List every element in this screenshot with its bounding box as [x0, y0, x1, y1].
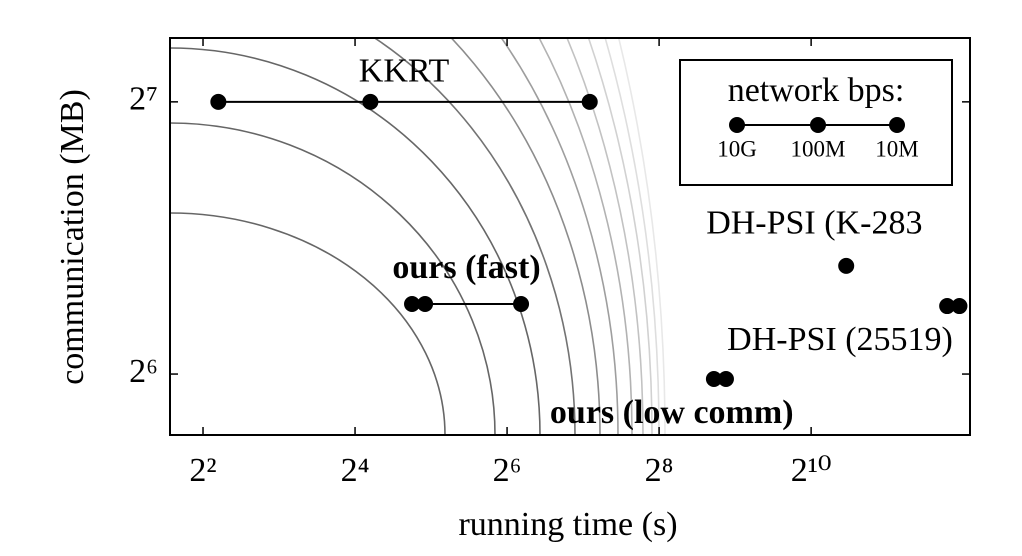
data-point — [513, 295, 530, 312]
x-tick-label: 2¹⁰ — [791, 452, 832, 489]
isoline — [566, 38, 644, 435]
series-label: DH-PSI (25519) — [727, 321, 953, 358]
series-label: ours (fast) — [392, 249, 540, 286]
data-point — [581, 93, 598, 110]
data-point — [210, 93, 227, 110]
legend-label: 10M — [875, 136, 918, 161]
isoline — [617, 38, 666, 435]
legend-marker — [729, 117, 745, 133]
y-axis-label: communication (MB) — [54, 89, 91, 385]
x-tick-label: 2⁴ — [341, 452, 370, 489]
x-axis-label: running time (s) — [458, 506, 677, 543]
isoline — [587, 38, 653, 435]
legend-marker — [810, 117, 826, 133]
series-label: DH-PSI (K-283 — [706, 205, 922, 242]
isoline — [500, 38, 619, 435]
data-point — [362, 93, 379, 110]
series-label: ours (low comm) — [550, 394, 794, 431]
data-point — [404, 295, 421, 312]
legend: network bps: — [679, 59, 953, 186]
y-tick-label: 2⁷ — [129, 81, 158, 118]
isoline — [170, 122, 496, 435]
x-tick-label: 2² — [189, 452, 216, 489]
legend-marker — [889, 117, 905, 133]
isoline — [170, 47, 541, 435]
isoline — [538, 38, 633, 435]
x-tick-label: 2⁸ — [645, 452, 674, 489]
legend-label: 100M — [791, 136, 846, 161]
isoline — [450, 38, 601, 435]
data-point — [939, 298, 956, 315]
isoline — [170, 212, 446, 435]
y-tick-label: 2⁶ — [129, 353, 158, 390]
isolines — [170, 38, 666, 435]
legend-label: 10G — [717, 136, 757, 161]
data-point — [838, 257, 855, 274]
data-point — [951, 298, 968, 315]
legend-title: network bps: — [728, 72, 905, 109]
x-tick-label: 2⁶ — [493, 452, 522, 489]
plot-frame — [169, 37, 971, 436]
data-point — [705, 370, 722, 387]
data-point — [717, 370, 734, 387]
isoline — [604, 38, 660, 435]
data-point — [417, 295, 434, 312]
series-label: KKRT — [359, 53, 450, 90]
isoline — [373, 38, 576, 435]
